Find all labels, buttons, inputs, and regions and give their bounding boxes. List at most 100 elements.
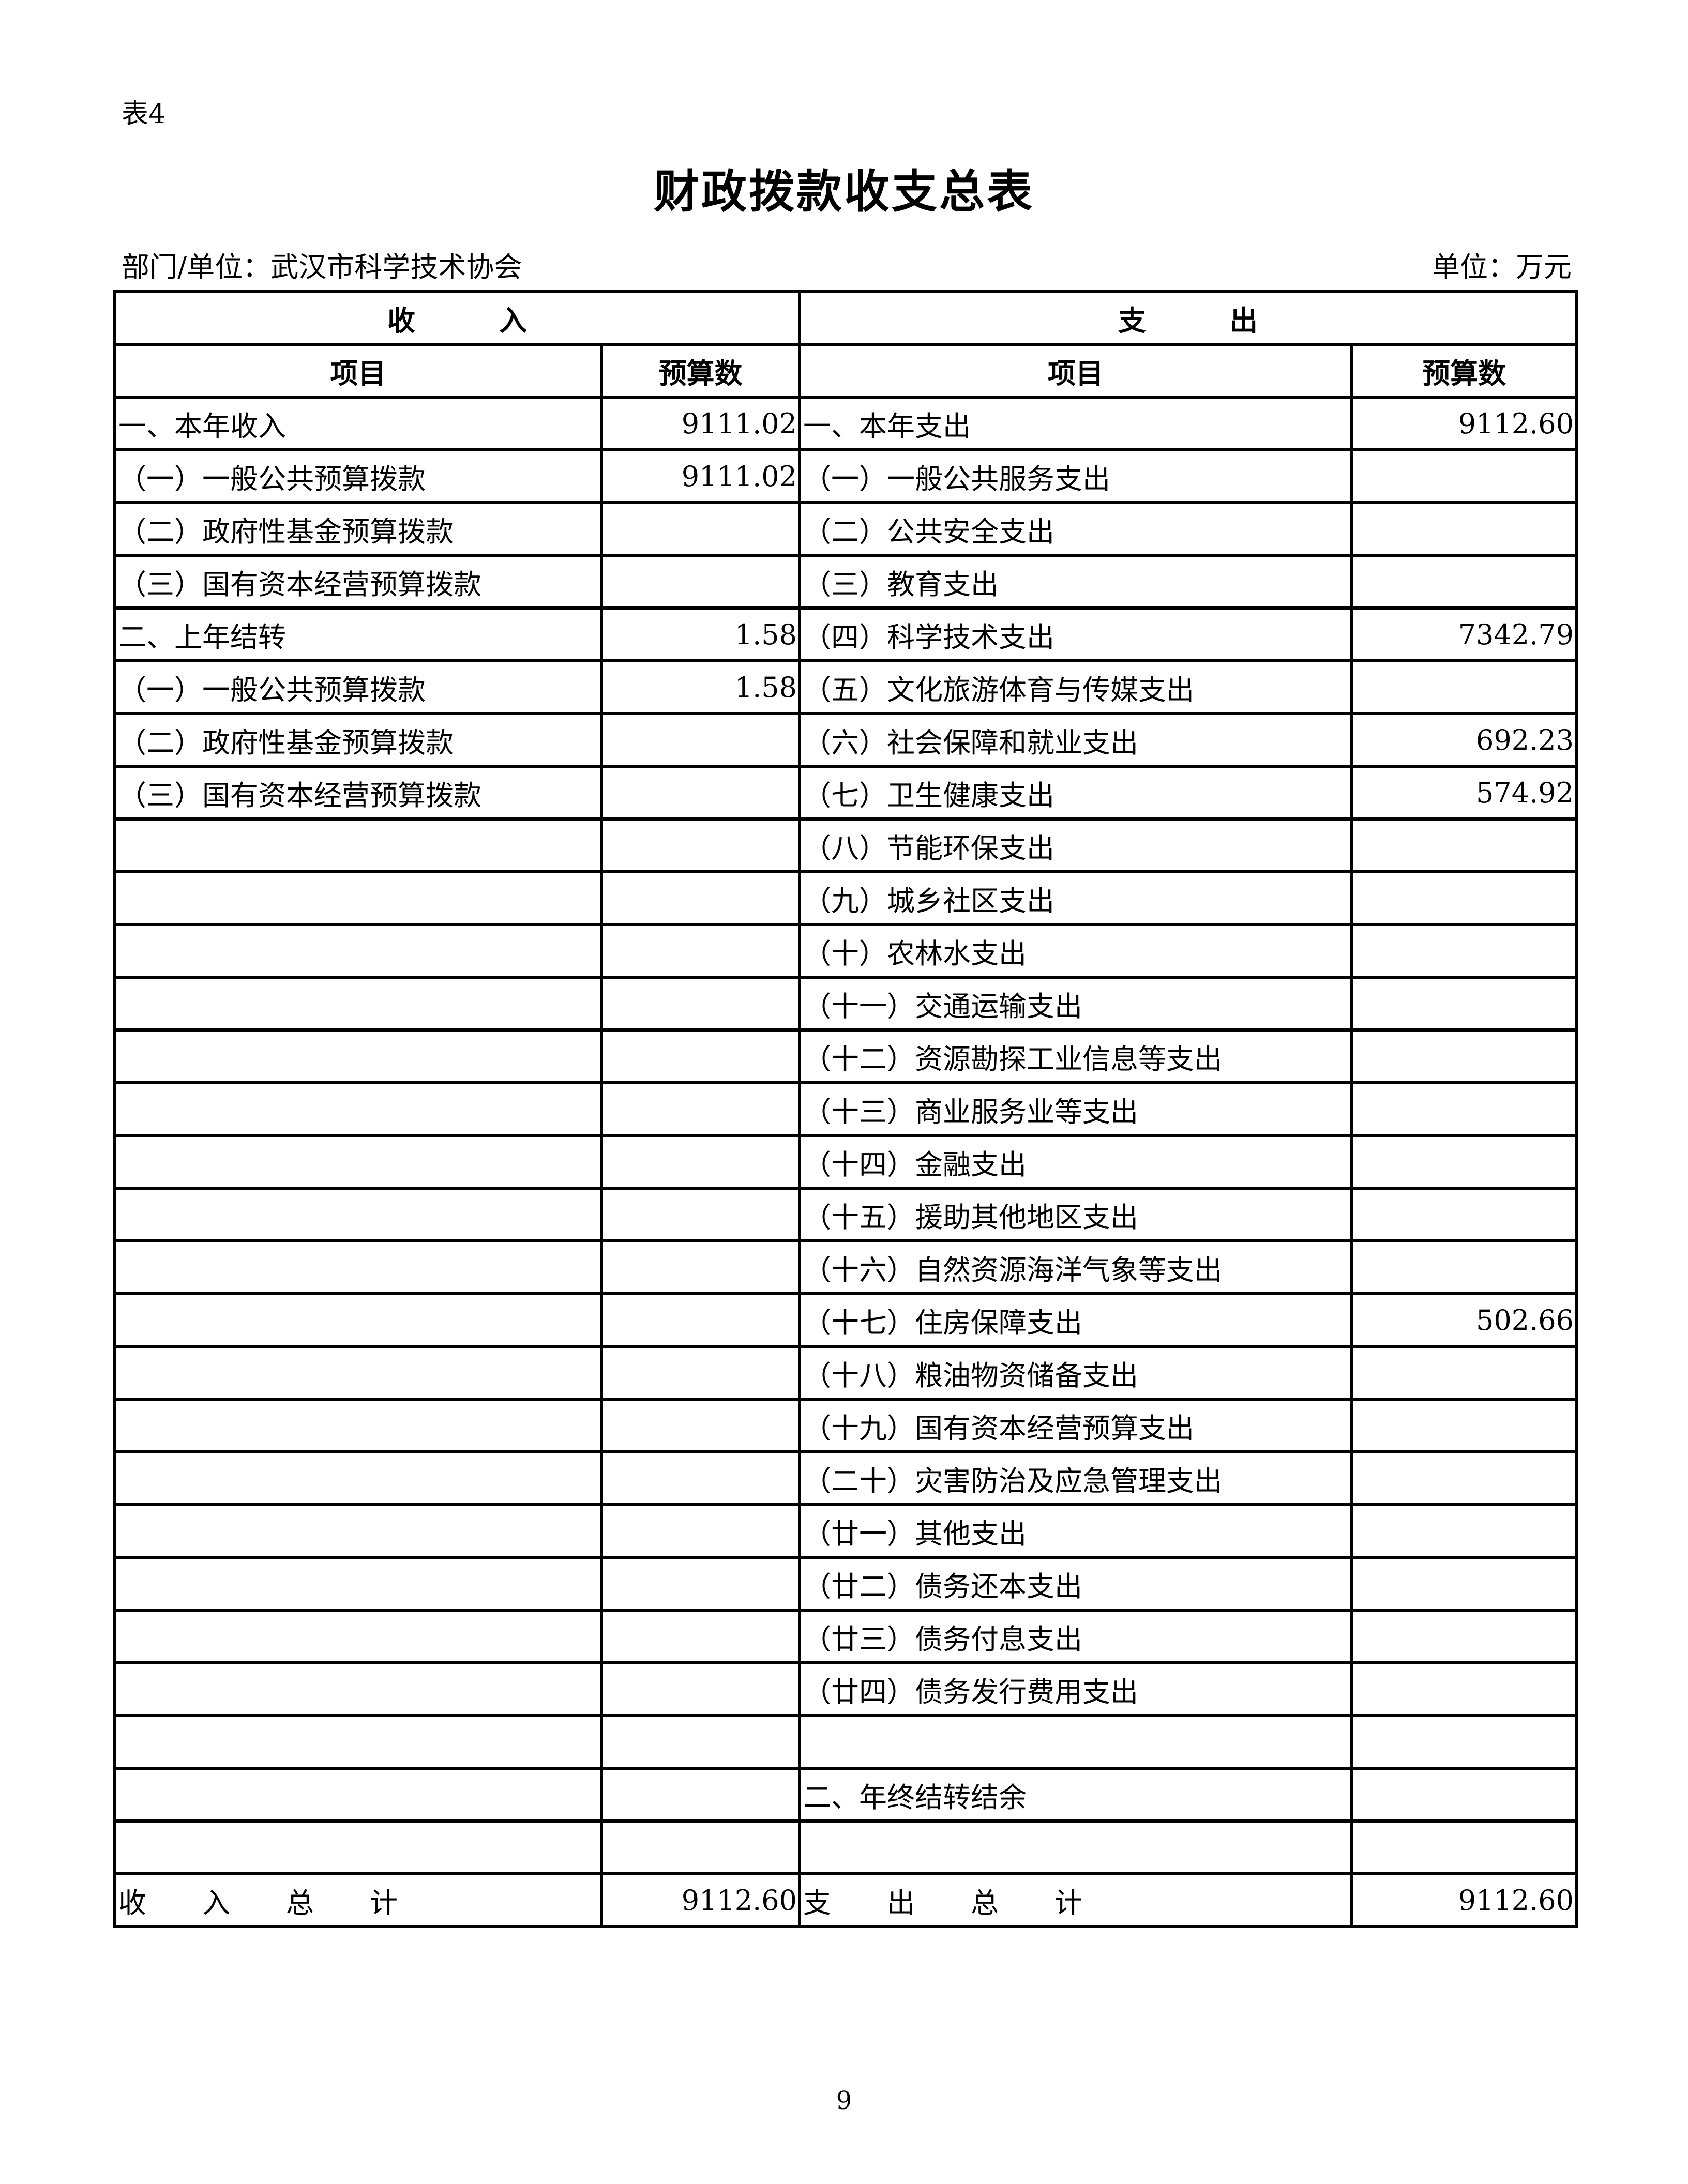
income-item-cell [113,1450,603,1506]
income-item-cell [113,1767,603,1823]
income-item-cell [113,1556,603,1612]
income-item-cell: （一）一般公共预算拨款 [113,659,603,715]
department-label: 部门/单位：武汉市科学技术协会 [122,251,522,283]
income-budget-cell [600,1134,801,1190]
income-budget-cell: 1.58 [600,659,801,715]
expense-budget-cell [1350,1239,1578,1295]
income-item-cell [113,1187,603,1242]
table-row: （廿四）债务发行费用支出 [113,1661,1578,1717]
expense-budget-cell [1350,1714,1578,1770]
income-budget-cell [600,1028,801,1084]
page-title: 财政拨款收支总表 [653,164,1034,218]
income-budget-cell [600,1292,801,1348]
expense-item-cell: （六）社会保障和就业支出 [798,712,1353,768]
income-budget-header: 预算数 [600,343,801,399]
total-row: 收 入 总 计 9112.60 支 出 总 计 9112.60 [113,1872,1578,1928]
expense-item-cell: （七）卫生健康支出 [798,765,1353,821]
income-budget-cell [600,1767,801,1823]
expense-budget-header: 预算数 [1350,343,1578,399]
expense-item-cell [798,1714,1353,1770]
expense-budget-cell [1350,1028,1578,1084]
table-row: （十）农林水支出 [113,923,1578,979]
income-budget-cell [600,870,801,926]
expense-budget-cell [1350,1819,1578,1875]
income-section-header: 收 入 [113,290,801,346]
table-row: （十八）粮油物资储备支出 [113,1345,1578,1401]
income-budget-cell [600,1714,801,1770]
expense-budget-cell [1350,1503,1578,1559]
expense-budget-cell [1350,923,1578,979]
income-item-cell [113,1081,603,1137]
budget-table: 收 入 支 出 项目 预算数 项目 预算数 一、本年收入 9111.02 一、本年支… [113,290,1578,1928]
table-row: （九）城乡社区支出 [113,870,1578,926]
expense-budget-cell: 502.66 [1350,1292,1578,1348]
expense-section-header: 支 出 [798,290,1578,346]
income-item-header: 项目 [113,343,603,399]
income-item-cell [113,870,603,926]
income-item-cell: （三）国有资本经营预算拨款 [113,554,603,610]
income-budget-cell [600,1345,801,1401]
income-budget-cell [600,712,801,768]
income-budget-cell [600,1081,801,1137]
expense-item-cell: （五）文化旅游体育与传媒支出 [798,659,1353,715]
expense-item-cell: （廿四）债务发行费用支出 [798,1661,1353,1717]
expense-item-header: 项目 [798,343,1353,399]
section-header-row: 收 入 支 出 [113,290,1578,346]
table-row: （十三）商业服务业等支出 [113,1081,1578,1137]
table-row [113,1819,1578,1875]
income-budget-cell [600,1239,801,1295]
table-row: 一、本年收入 9111.02 一、本年支出 9112.60 [113,396,1578,451]
income-budget-cell [600,1609,801,1664]
table-row: （一）一般公共预算拨款 1.58 （五）文化旅游体育与传媒支出 [113,659,1578,715]
income-budget-cell: 1.58 [600,606,801,662]
expense-item-cell: （二）公共安全支出 [798,501,1353,557]
table-number: 表4 [122,99,166,130]
expense-item-cell: （廿二）债务还本支出 [798,1556,1353,1612]
column-header-row: 项目 预算数 项目 预算数 [113,343,1578,399]
expense-budget-cell: 574.92 [1350,765,1578,821]
expense-budget-cell [1350,554,1578,610]
expense-item-cell: （廿三）债务付息支出 [798,1609,1353,1664]
expense-budget-cell [1350,1450,1578,1506]
unit-label: 单位：万元 [1432,251,1572,283]
expense-budget-cell [1350,501,1578,557]
expense-budget-cell [1350,1398,1578,1453]
income-total-label: 收 入 总 计 [113,1872,603,1928]
expense-item-cell: （九）城乡社区支出 [798,870,1353,926]
expense-budget-cell [1350,1187,1578,1242]
page-number: 9 [836,2086,852,2115]
expense-budget-cell [1350,1345,1578,1401]
table-row: （二）政府性基金预算拨款 （六）社会保障和就业支出 692.23 [113,712,1578,768]
income-item-cell [113,1714,603,1770]
expense-total-value: 9112.60 [1350,1872,1578,1928]
income-item-cell [113,1398,603,1453]
income-item-cell: 二、上年结转 [113,606,603,662]
income-item-cell [113,976,603,1032]
expense-budget-cell [1350,976,1578,1032]
expense-budget-cell [1350,1661,1578,1717]
expense-item-cell: 二、年终结转结余 [798,1767,1353,1823]
expense-item-cell [798,1819,1353,1875]
income-item-cell: （二）政府性基金预算拨款 [113,712,603,768]
income-item-cell [113,1661,603,1717]
income-item-cell [113,1503,603,1559]
income-budget-cell [600,554,801,610]
table-row: 二、年终结转结余 [113,1767,1578,1823]
income-budget-cell [600,1556,801,1612]
income-total-value: 9112.60 [600,1872,801,1928]
expense-item-cell: （八）节能环保支出 [798,817,1353,873]
expense-item-cell: （一）一般公共服务支出 [798,448,1353,504]
income-item-cell: 一、本年收入 [113,396,603,451]
income-budget-cell [600,1450,801,1506]
income-budget-cell [600,1187,801,1242]
income-item-cell [113,817,603,873]
expense-item-cell: （十九）国有资本经营预算支出 [798,1398,1353,1453]
table-row: （十一）交通运输支出 [113,976,1578,1032]
expense-item-cell: （廿一）其他支出 [798,1503,1353,1559]
income-item-cell [113,1239,603,1295]
expense-item-cell: （十）农林水支出 [798,923,1353,979]
income-budget-cell: 9111.02 [600,396,801,451]
table-row: （二）政府性基金预算拨款 （二）公共安全支出 [113,501,1578,557]
income-item-cell [113,1028,603,1084]
income-budget-cell [600,765,801,821]
